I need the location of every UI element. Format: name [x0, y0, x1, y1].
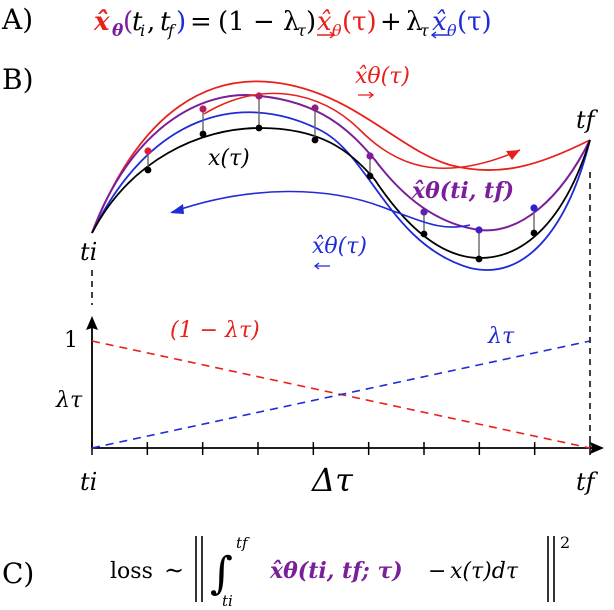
backward-arrow-icon [430, 31, 449, 39]
eq-sign: = [190, 7, 212, 37]
ground-truth-trajectory [91, 127, 591, 259]
backward-arrowhead-icon [170, 204, 184, 214]
lambda-label: λτ [488, 324, 515, 349]
y-axis-label: λτ [56, 388, 83, 413]
forward-trajectory [91, 80, 591, 234]
backward-label-arrow-icon [313, 262, 330, 270]
eq-lhs-close: ) [176, 7, 186, 37]
eq-lhs-ti: t [132, 7, 143, 37]
svg-text:t: t [160, 7, 171, 37]
integral-sign-icon: ∫ [210, 548, 233, 599]
y-tick-label: 1 [64, 328, 78, 353]
integrand-minus: − [428, 559, 446, 584]
svg-text:τ: τ [420, 21, 430, 40]
y-axis-arrow-icon [86, 316, 98, 330]
svg-text:θ: θ [447, 21, 457, 40]
lambda-line [91, 340, 591, 449]
trajectory-diagram [86, 80, 604, 455]
loss-sim: ∼ [164, 556, 184, 584]
truth-trajectory-label: x(τ) [208, 146, 250, 171]
integrand-true: x(τ)dτ [450, 559, 519, 584]
forward-arrow-icon [317, 31, 336, 39]
eq-plus: + [380, 7, 402, 37]
eq-lhs-open: ( [123, 7, 133, 37]
trajectory-ti-label: ti [80, 238, 98, 266]
x-start-label: ti [80, 468, 98, 496]
eq-coef2: λ [406, 7, 422, 37]
svg-text:(τ): (τ) [457, 7, 492, 37]
svg-text:f: f [167, 21, 177, 40]
x-axis-ticks [91, 442, 591, 455]
eq-lhs-xhat: x̂ [94, 7, 110, 37]
panel-c-label: C) [2, 557, 35, 590]
eq-lhs-theta: θ [112, 21, 124, 41]
integrand-pred: x̂θ(ti, tf; τ) [269, 558, 403, 584]
svg-text:,: , [147, 7, 155, 37]
norm-exponent: 2 [560, 533, 570, 552]
backward-trajectory [91, 111, 591, 271]
panel-a-equation: x̂ θ ( t i , t f ) = (1 − λ τ ) x̂ θ (τ)… [94, 7, 492, 41]
backward-direction-arrow [171, 190, 471, 228]
panel-a-label: A) [2, 3, 34, 36]
forward-label-arrow-icon [358, 91, 375, 99]
integral-lower: ti [222, 592, 233, 610]
truth-points [144, 124, 538, 263]
loss-formula: loss ∼ ∫ tf ti x̂θ(ti, tf; τ) − x(τ)dτ 2 [110, 533, 570, 610]
combined-trajectory-label: x̂θ(ti, tf) [412, 178, 515, 204]
panel-b-label: B) [2, 63, 34, 96]
svg-text:i: i [140, 21, 145, 40]
x-end-label: tf [576, 468, 595, 496]
combined-points [144, 92, 538, 234]
x-axis-arrow-icon [590, 442, 604, 454]
svg-text:θ: θ [332, 21, 342, 40]
svg-text:(τ): (τ) [342, 7, 377, 37]
backward-trajectory-label: x̂θ(τ) [312, 234, 367, 259]
eq-coef1: (1 − λ [218, 7, 299, 37]
integral-upper: tf [236, 534, 250, 552]
forward-direction-arrow [203, 92, 521, 170]
one-minus-lambda-label: (1 − λτ) [170, 318, 260, 343]
eq-term2: x̂ [432, 7, 447, 37]
forward-arrowhead-icon [506, 150, 520, 160]
svg-text:τ: τ [297, 21, 307, 40]
forward-trajectory-label: x̂θ(τ) [355, 64, 410, 89]
eq-term1: x̂ [317, 7, 332, 37]
trajectory-tf-label: tf [576, 106, 595, 134]
x-axis-label: Δτ [312, 461, 353, 499]
loss-word: loss [110, 559, 153, 584]
svg-text:): ) [306, 7, 316, 37]
